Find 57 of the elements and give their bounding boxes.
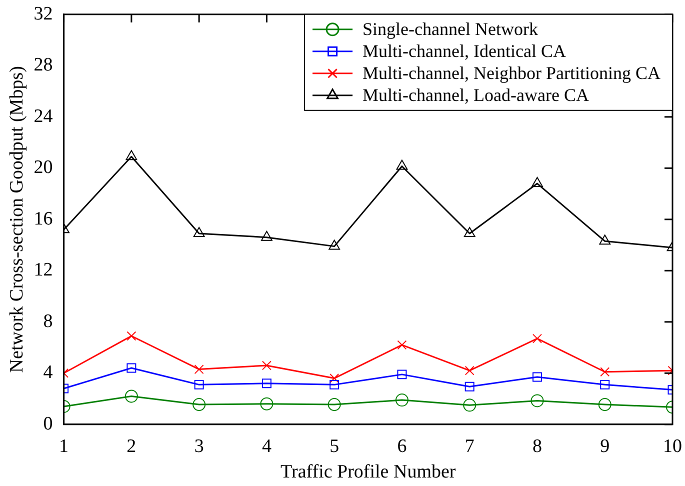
point [328, 240, 340, 250]
point [262, 378, 272, 388]
y-tick-label: 4 [43, 362, 54, 384]
legend-label: Multi-channel, Identical CA [362, 41, 566, 62]
point [530, 394, 544, 408]
point [126, 363, 136, 373]
x-tick-label: 7 [464, 436, 474, 457]
point [193, 226, 205, 237]
point [598, 398, 612, 412]
x-axis-title: Traffic Profile Number [280, 462, 456, 483]
point [464, 366, 474, 376]
y-tick-label: 12 [34, 260, 53, 281]
legend-label: Multi-channel, Neighbor Partitioning CA [362, 63, 661, 84]
point [464, 382, 474, 392]
x-tick-label: 5 [330, 436, 340, 457]
point [397, 340, 407, 350]
point [330, 374, 340, 384]
point [600, 367, 610, 377]
point [192, 398, 206, 412]
point [395, 394, 408, 407]
legend-label: Multi-channel, Load-aware CA [362, 85, 589, 106]
point [532, 177, 543, 188]
x-tick-label: 4 [262, 436, 272, 457]
point [599, 234, 611, 245]
y-tick-label: 0 [43, 413, 53, 434]
point [463, 398, 476, 412]
point [532, 372, 542, 382]
y-tick-label: 20 [34, 157, 53, 178]
y-tick-label: 24 [34, 106, 54, 127]
x-tick-label: 3 [194, 436, 204, 457]
point [600, 380, 610, 390]
point [124, 390, 138, 403]
x-tick-label: 2 [126, 436, 136, 457]
x-tick-label: 6 [397, 436, 407, 457]
x-tick-label: 9 [600, 436, 610, 457]
point [126, 331, 136, 341]
y-tick-label: 32 [34, 3, 53, 24]
point [464, 226, 476, 237]
y-tick-label: 8 [43, 310, 53, 332]
point [194, 380, 204, 390]
point [328, 398, 341, 412]
y-axis-title: Network Cross-section Goodput (Mbps) [6, 66, 28, 373]
point [126, 150, 138, 160]
legend-label: Single-channel Network [362, 19, 538, 40]
point [194, 364, 204, 374]
x-tick-label: 1 [59, 436, 69, 457]
point [262, 360, 272, 370]
x-tick-label: 8 [532, 436, 542, 457]
point [260, 397, 274, 410]
point [330, 380, 340, 390]
y-tick-label: 16 [34, 208, 53, 230]
y-tick-label: 28 [34, 54, 53, 76]
point [397, 370, 407, 380]
point [532, 334, 542, 344]
point [261, 230, 272, 241]
x-tick-label: 10 [663, 436, 682, 457]
point [396, 160, 408, 170]
